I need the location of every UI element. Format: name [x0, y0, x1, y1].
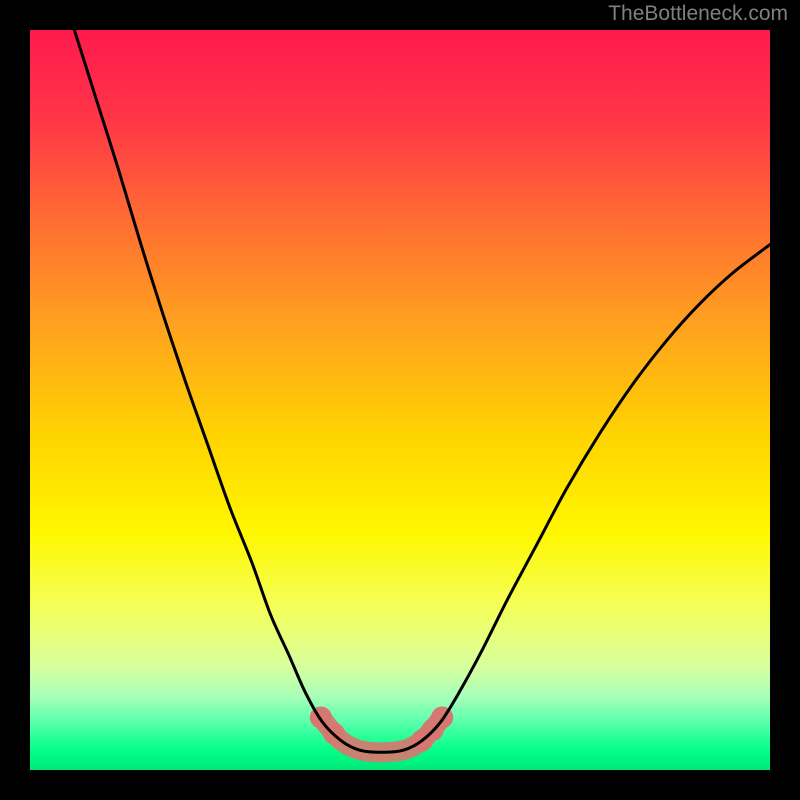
chart-frame: TheBottleneck.com [0, 0, 800, 800]
watermark-text: TheBottleneck.com [608, 2, 788, 26]
chart-background [30, 30, 770, 770]
chart-svg [0, 0, 800, 800]
